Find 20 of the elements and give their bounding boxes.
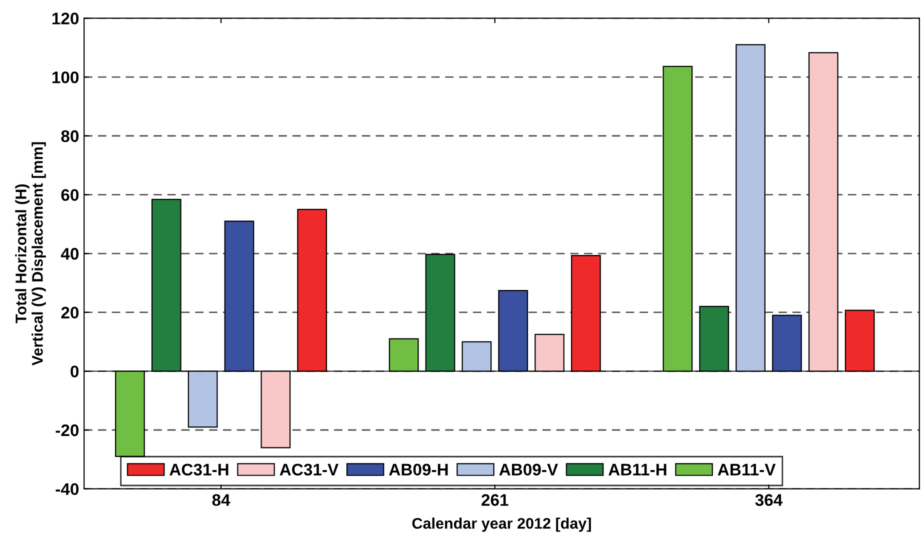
y-tick-label: 60	[61, 189, 79, 201]
legend-label: AB09-V	[499, 464, 558, 476]
x-tick-label: 84	[212, 494, 230, 506]
y-tick-label: 0	[70, 366, 79, 378]
legend-label: AC31-H	[170, 464, 228, 476]
y-tick-label: -20	[56, 424, 79, 436]
legend-label: AB09-H	[389, 464, 448, 476]
y-tick-label: 40	[60, 248, 79, 260]
y-tick-label: 20	[61, 306, 79, 319]
y-tick-label: 100	[52, 71, 79, 84]
y-tick-label: 120	[52, 12, 79, 24]
legend-label: AC31-V	[280, 464, 339, 476]
x-tick-label: 261	[482, 494, 508, 506]
x-tick-label: 364	[755, 494, 783, 506]
x-axis-title: Calendar year 2012 [day]	[412, 518, 591, 532]
y-tick-label: 80	[61, 130, 79, 142]
y-tick-label: -40	[56, 483, 79, 496]
legend-label: AB11-V	[718, 464, 776, 476]
y-axis-title: Total Horizontal (H) Vertical (V) Displacement [mm]	[15, 142, 46, 366]
legend-label: AB11-H	[608, 464, 666, 476]
